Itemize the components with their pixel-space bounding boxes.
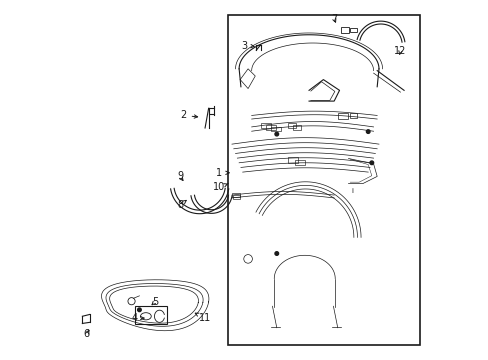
Text: i: i [350,188,352,194]
Bar [349,113,357,118]
Circle shape [366,130,369,134]
Circle shape [137,308,141,312]
Text: 6: 6 [83,329,90,339]
Text: 12: 12 [393,46,406,56]
Bar [292,126,300,130]
Text: 11: 11 [195,313,211,323]
Text: 10: 10 [213,182,228,192]
Text: 5: 5 [151,297,158,307]
Bar [349,28,356,32]
Text: 7: 7 [330,14,337,24]
Text: 4: 4 [132,313,144,323]
Text: 3: 3 [241,41,254,50]
Circle shape [274,132,278,136]
Bar [135,306,167,324]
Circle shape [369,161,373,165]
Bar [287,123,296,128]
Bar [294,159,304,165]
Bar [271,127,280,131]
Text: 9: 9 [177,171,183,181]
Bar [287,157,298,163]
Bar [231,193,239,197]
Bar [341,27,348,33]
Bar [228,15,419,345]
Bar [265,126,276,130]
Bar [260,123,271,128]
Text: 1: 1 [216,168,228,178]
Circle shape [274,252,278,255]
Bar [233,195,240,199]
Text: 8: 8 [177,200,186,210]
Text: 2: 2 [180,111,197,121]
Bar [337,113,347,119]
